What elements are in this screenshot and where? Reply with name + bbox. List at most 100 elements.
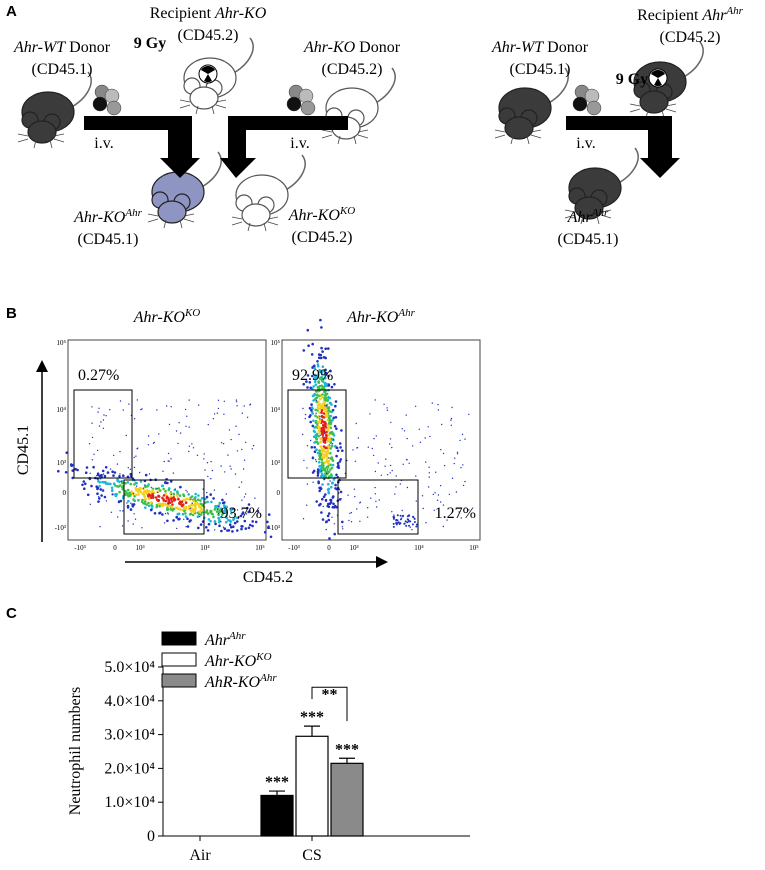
flow-event <box>440 501 442 503</box>
flow-event <box>142 487 145 489</box>
flow-event <box>327 384 331 387</box>
flow-event <box>308 406 312 410</box>
mouse-whiskers <box>179 99 227 115</box>
legend-name: Ahr-KO <box>204 653 257 670</box>
flow-event <box>96 475 98 477</box>
flow-x-tick: 10⁴ <box>414 544 424 552</box>
flow-event <box>316 468 320 471</box>
flow-event <box>154 487 158 491</box>
flow-event <box>319 377 322 381</box>
flow-event <box>413 521 416 523</box>
flow-event <box>172 472 175 474</box>
flow-event <box>238 486 240 488</box>
flow-event <box>311 366 314 369</box>
flow-event <box>193 497 196 501</box>
flow-event <box>103 495 107 499</box>
flow-event <box>267 525 270 528</box>
flow-event <box>57 469 60 473</box>
y-tick-label: 3.0×10⁴ <box>104 727 155 744</box>
y-tick-label: 5.0×10⁴ <box>104 659 155 676</box>
flow-event <box>321 402 325 406</box>
flow-event <box>313 366 317 370</box>
flow-event <box>156 409 158 411</box>
flow-event <box>133 456 135 459</box>
flow-event <box>313 441 316 444</box>
significance-label: *** <box>335 741 359 758</box>
flow-event <box>214 522 217 526</box>
flow-event <box>372 454 375 457</box>
flow-event <box>171 503 174 506</box>
flow-event <box>330 444 334 448</box>
mouse-icon <box>147 151 222 229</box>
flow-event <box>220 520 222 523</box>
flow-event <box>311 471 315 474</box>
flow-event <box>326 466 330 469</box>
flow-event <box>157 494 160 498</box>
flow-event <box>322 519 325 521</box>
flow-event <box>315 500 319 503</box>
mouse-tail <box>546 67 569 105</box>
flow-event <box>102 481 105 484</box>
axis-label: CD45.2 <box>243 569 293 586</box>
flow-event <box>316 421 320 424</box>
flow-event <box>306 504 308 506</box>
flow-event <box>322 412 326 415</box>
flow-event <box>324 498 328 502</box>
flow-event <box>322 464 325 468</box>
flow-event <box>321 483 324 486</box>
mouse-icon <box>494 67 569 145</box>
flow-event <box>116 478 119 481</box>
flow-event <box>320 432 324 435</box>
flow-event <box>318 394 321 398</box>
flow-event <box>241 499 243 501</box>
mouse-head <box>574 196 604 220</box>
flow-event <box>437 409 440 411</box>
flow-event <box>144 473 148 477</box>
flow-event <box>415 525 418 528</box>
flow-event <box>415 500 417 502</box>
mouse-icon <box>17 71 92 149</box>
flow-event <box>322 447 325 451</box>
flow-event <box>216 412 218 414</box>
flow-event <box>207 475 209 478</box>
flow-event <box>101 469 105 473</box>
flow-event <box>320 373 324 376</box>
flow-event <box>464 480 466 483</box>
flow-event <box>133 418 136 420</box>
flow-event <box>164 489 167 493</box>
flow-event <box>322 420 325 424</box>
flow-event <box>236 509 239 511</box>
flow-event <box>328 410 332 413</box>
flow-event <box>166 405 168 407</box>
flow-event <box>145 503 149 506</box>
flow-event <box>220 465 222 467</box>
flow-event <box>177 507 181 511</box>
flow-event <box>197 404 200 406</box>
flow-event <box>145 491 149 495</box>
text-segment: i.v. <box>94 135 113 152</box>
flow-event <box>335 473 338 477</box>
flow-event <box>175 430 178 432</box>
flow-event <box>321 365 325 369</box>
flow-event <box>399 518 402 521</box>
flow-event <box>412 515 414 518</box>
flow-event <box>329 426 333 430</box>
flow-event <box>329 441 333 445</box>
flow-event <box>217 516 220 520</box>
flow-event <box>190 495 194 498</box>
flow-event <box>92 465 95 469</box>
flow-event <box>349 512 351 515</box>
diagram-label: Ahr-KO Donor <box>303 39 401 56</box>
flow-event <box>245 513 248 515</box>
flow-event <box>311 456 315 460</box>
flow-event <box>315 460 318 463</box>
flow-event <box>74 467 77 471</box>
flow-event <box>129 492 132 496</box>
flow-event <box>335 489 338 491</box>
flow-event <box>450 419 452 421</box>
flow-event <box>222 510 225 514</box>
flow-event <box>318 457 321 461</box>
flow-event <box>325 371 328 375</box>
flow-y-tick: 10⁴ <box>271 406 281 414</box>
